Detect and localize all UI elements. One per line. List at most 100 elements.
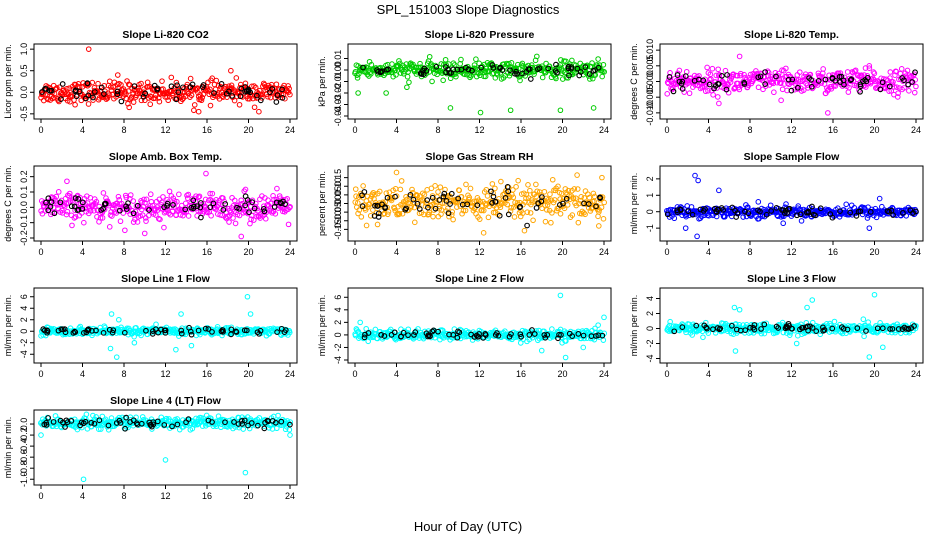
data-point-outlier <box>731 304 738 311</box>
data-point <box>358 214 365 220</box>
data-point-hourly <box>98 84 105 91</box>
data-point-hourly <box>785 206 792 212</box>
data-point-hourly <box>375 68 381 75</box>
data-point-hourly <box>361 189 368 195</box>
data-point-hourly <box>186 324 192 331</box>
y-tick-label: 2 <box>333 320 343 325</box>
data-point-outlier <box>596 223 602 229</box>
data-point <box>456 187 463 194</box>
data-point-hourly <box>274 329 280 336</box>
data-point-hourly <box>105 422 112 429</box>
data-point <box>242 186 249 193</box>
data-point <box>388 197 395 204</box>
data-point <box>492 185 498 192</box>
data-point <box>482 73 489 80</box>
data-point <box>356 207 363 213</box>
data-point-hourly <box>239 421 245 427</box>
data-point <box>502 328 508 334</box>
data-point <box>519 60 526 67</box>
data-point-hourly <box>423 330 430 337</box>
x-tick-label: 8 <box>121 125 126 135</box>
data-point <box>134 219 141 225</box>
data-point <box>209 75 216 81</box>
y-tick-label: 4 <box>19 306 29 311</box>
data-point <box>236 101 243 108</box>
panel-title: Slope Amb. Box Temp. <box>109 151 222 163</box>
data-point <box>549 176 556 183</box>
data-point-hourly <box>398 333 404 340</box>
data-point <box>77 323 84 330</box>
x-tick-label: 16 <box>202 491 212 501</box>
data-point <box>480 207 487 214</box>
data-point-hourly <box>593 203 599 210</box>
data-point-hourly <box>134 202 141 209</box>
data-point <box>543 60 549 67</box>
data-point <box>557 57 564 63</box>
y-tick-label: -0.01 <box>333 71 343 92</box>
y-tick-label: 0.2 <box>19 170 29 183</box>
data-point-hourly <box>544 331 551 338</box>
data-point-outlier <box>114 72 121 78</box>
data-point-hourly <box>527 76 534 82</box>
x-tick-label: 8 <box>747 247 752 257</box>
data-point <box>845 89 852 95</box>
data-points <box>352 292 608 361</box>
data-point-outlier <box>244 293 251 300</box>
data-point-hourly <box>560 200 566 207</box>
data-point <box>542 218 549 225</box>
data-point <box>367 196 374 202</box>
x-tick-label: 24 <box>285 369 295 379</box>
data-point-hourly <box>41 327 48 334</box>
data-point <box>72 214 79 220</box>
data-point-outlier <box>85 46 92 52</box>
data-point-hourly <box>375 214 382 220</box>
data-point-hourly <box>118 98 125 105</box>
data-point-hourly <box>359 203 366 209</box>
data-point-hourly <box>710 326 716 333</box>
data-point <box>727 79 734 85</box>
data-point-hourly <box>671 328 678 335</box>
data-point-hourly <box>182 206 189 213</box>
data-point <box>118 81 124 88</box>
data-point <box>225 325 232 331</box>
y-tick-label: -0.05 <box>333 202 343 223</box>
data-point-hourly <box>577 69 584 75</box>
data-point <box>894 94 901 100</box>
y-tick-label: 0 <box>645 326 655 331</box>
data-point-outlier <box>692 172 698 179</box>
data-points <box>664 291 919 360</box>
data-point-hourly <box>490 193 497 200</box>
data-point <box>117 218 124 225</box>
data-point-hourly <box>474 202 481 209</box>
x-tick-label: 4 <box>394 247 399 257</box>
data-point <box>797 69 803 75</box>
y-tick-label: -0.1 <box>19 215 29 231</box>
data-point <box>127 192 134 198</box>
data-point-hourly <box>400 329 407 336</box>
data-point-hourly <box>454 334 461 341</box>
data-point <box>547 191 553 198</box>
data-point-hourly <box>185 416 192 422</box>
data-point-hourly <box>238 85 245 92</box>
x-tick-label: 24 <box>285 491 295 501</box>
x-tick-label: 20 <box>557 125 567 135</box>
data-point <box>601 199 607 206</box>
x-tick-label: 20 <box>243 247 253 257</box>
data-point-hourly <box>901 77 907 84</box>
data-point-hourly <box>574 65 581 72</box>
data-point-hourly <box>558 332 564 338</box>
data-point-hourly <box>446 70 453 76</box>
data-point <box>188 92 195 99</box>
data-point <box>533 193 540 200</box>
panel-title: Slope Line 3 Flow <box>747 273 837 285</box>
data-point-hourly <box>271 204 278 210</box>
data-point-hourly <box>273 199 280 206</box>
data-point-hourly <box>130 417 137 424</box>
data-point-hourly <box>190 203 197 210</box>
data-point <box>911 89 918 96</box>
x-tick-label: 24 <box>599 125 609 135</box>
data-point <box>450 216 456 223</box>
data-point-hourly <box>805 208 812 215</box>
data-point-hourly <box>202 325 209 332</box>
x-tick-label: 4 <box>394 369 399 379</box>
